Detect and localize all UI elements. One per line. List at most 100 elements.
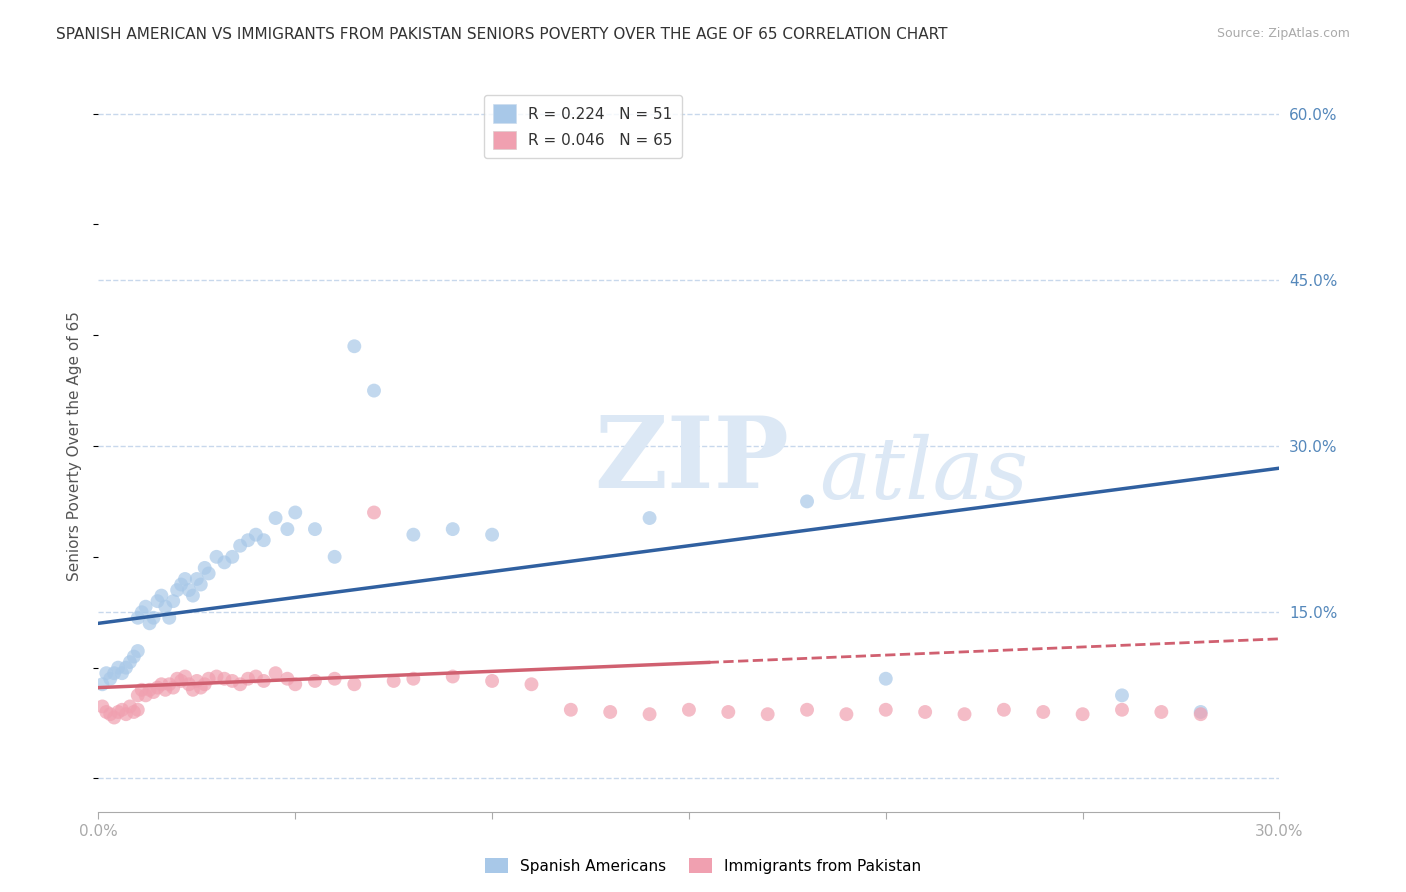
Point	[138, 682, 160, 697]
Point	[1189, 705, 1212, 719]
Point	[111, 666, 134, 681]
Point	[993, 703, 1015, 717]
Legend: R = 0.224   N = 51, R = 0.046   N = 65: R = 0.224 N = 51, R = 0.046 N = 65	[484, 95, 682, 159]
Point	[111, 703, 134, 717]
Point	[103, 666, 125, 681]
Point	[181, 682, 204, 697]
Text: ZIP: ZIP	[595, 412, 789, 509]
Point	[115, 707, 138, 722]
Point	[197, 566, 219, 581]
Point	[197, 672, 219, 686]
Point	[135, 689, 157, 703]
Point	[1111, 689, 1133, 703]
Point	[91, 677, 114, 691]
Point	[323, 672, 346, 686]
Point	[638, 707, 661, 722]
Text: atlas: atlas	[818, 434, 1028, 516]
Point	[103, 710, 125, 724]
Point	[205, 669, 228, 683]
Point	[177, 677, 200, 691]
Point	[1111, 703, 1133, 717]
Point	[127, 703, 149, 717]
Point	[236, 672, 259, 686]
Point	[150, 677, 173, 691]
Point	[717, 705, 740, 719]
Point	[181, 589, 204, 603]
Point	[177, 583, 200, 598]
Point	[1189, 707, 1212, 722]
Point	[363, 506, 385, 520]
Point	[194, 677, 217, 691]
Point	[118, 699, 141, 714]
Point	[276, 522, 298, 536]
Text: SPANISH AMERICAN VS IMMIGRANTS FROM PAKISTAN SENIORS POVERTY OVER THE AGE OF 65 : SPANISH AMERICAN VS IMMIGRANTS FROM PAKI…	[56, 27, 948, 42]
Point	[1032, 705, 1054, 719]
Point	[638, 511, 661, 525]
Point	[157, 611, 180, 625]
Point	[756, 707, 779, 722]
Point	[253, 673, 276, 688]
Point	[142, 611, 165, 625]
Point	[157, 677, 180, 691]
Point	[796, 494, 818, 508]
Point	[284, 677, 307, 691]
Point	[127, 611, 149, 625]
Point	[131, 682, 153, 697]
Point	[221, 673, 243, 688]
Point	[214, 555, 236, 569]
Point	[402, 527, 425, 541]
Point	[146, 681, 169, 695]
Point	[343, 339, 366, 353]
Legend: Spanish Americans, Immigrants from Pakistan: Spanish Americans, Immigrants from Pakis…	[478, 852, 928, 880]
Point	[118, 655, 141, 669]
Point	[560, 703, 582, 717]
Point	[170, 577, 193, 591]
Point	[835, 707, 858, 722]
Point	[253, 533, 276, 548]
Point	[323, 549, 346, 564]
Point	[214, 672, 236, 686]
Point	[678, 703, 700, 717]
Point	[138, 616, 160, 631]
Y-axis label: Seniors Poverty Over the Age of 65: Seniors Poverty Over the Age of 65	[67, 311, 83, 581]
Point	[264, 666, 287, 681]
Point	[194, 561, 217, 575]
Point	[205, 549, 228, 564]
Point	[96, 705, 118, 719]
Point	[174, 669, 197, 683]
Point	[284, 506, 307, 520]
Point	[91, 699, 114, 714]
Point	[122, 649, 145, 664]
Point	[131, 605, 153, 619]
Point	[229, 677, 252, 691]
Point	[875, 672, 897, 686]
Point	[150, 589, 173, 603]
Point	[142, 685, 165, 699]
Point	[190, 577, 212, 591]
Point	[914, 705, 936, 719]
Point	[146, 594, 169, 608]
Point	[115, 660, 138, 674]
Point	[162, 594, 184, 608]
Point	[229, 539, 252, 553]
Point	[875, 703, 897, 717]
Point	[162, 681, 184, 695]
Point	[276, 672, 298, 686]
Point	[186, 673, 208, 688]
Point	[190, 681, 212, 695]
Point	[481, 527, 503, 541]
Point	[166, 583, 188, 598]
Point	[127, 689, 149, 703]
Point	[441, 669, 464, 683]
Point	[107, 705, 129, 719]
Point	[304, 673, 326, 688]
Text: Source: ZipAtlas.com: Source: ZipAtlas.com	[1216, 27, 1350, 40]
Point	[174, 572, 197, 586]
Point	[1150, 705, 1173, 719]
Point	[155, 682, 177, 697]
Point	[796, 703, 818, 717]
Point	[155, 599, 177, 614]
Point	[221, 549, 243, 564]
Point	[245, 527, 267, 541]
Point	[953, 707, 976, 722]
